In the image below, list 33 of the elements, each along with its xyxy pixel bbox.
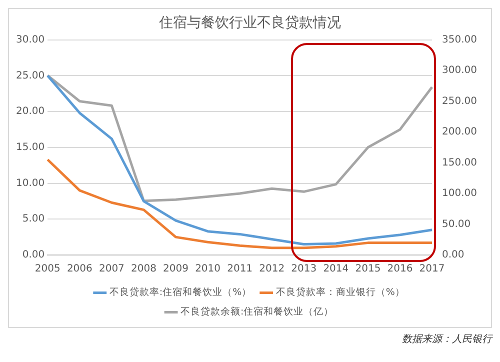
y-tick-label: 0.00: [22, 250, 45, 261]
x-tick-label: 2011: [227, 264, 253, 275]
x-tick-label: 2007: [98, 264, 124, 275]
x-tick-label: 2012: [259, 264, 285, 275]
y-tick-label: 15.00: [16, 142, 45, 153]
x-tick-label: 2015: [355, 264, 381, 275]
source-note: 数据来源：人民银行: [401, 332, 492, 346]
x-tick-label: 2017: [419, 264, 445, 275]
x-tick-label: 2014: [323, 264, 349, 275]
y-tick-label: 25.00: [16, 70, 45, 82]
y2-tick-label: 300.00: [442, 65, 478, 76]
y-tick-label: 30.00: [16, 34, 45, 46]
y2-tick-label: 50.00: [442, 218, 471, 230]
legend-label: 不良贷款率:住宿和餐饮业（%）: [109, 286, 252, 298]
y2-tick-label: 150.00: [442, 157, 478, 168]
x-tick-label: 2008: [130, 264, 156, 275]
y-tick-label: 20.00: [16, 106, 45, 118]
y2-tick-label: 350.00: [442, 34, 478, 46]
x-tick-label: 2010: [195, 264, 221, 275]
x-tick-label: 2006: [66, 264, 92, 275]
x-tick-label: 2005: [34, 264, 60, 275]
x-tick-label: 2013: [291, 264, 317, 275]
y2-tick-label: 100.00: [442, 188, 478, 200]
x-tick-label: 2009: [163, 264, 188, 275]
y2-tick-label: 250.00: [442, 96, 478, 107]
x-tick-label: 2016: [387, 264, 413, 275]
chart-title: 住宿与餐饮行业不良贷款情况: [158, 15, 341, 32]
y2-tick-label: 0.00: [442, 250, 464, 261]
legend-label: 不良贷款余额:住宿和餐饮业（亿）: [180, 306, 334, 318]
y-tick-label: 5.00: [22, 214, 45, 225]
legend-label: 不良贷款率：商业银行（%）: [276, 286, 405, 298]
y-tick-label: 10.00: [16, 178, 45, 189]
y2-tick-label: 200.00: [442, 126, 478, 138]
